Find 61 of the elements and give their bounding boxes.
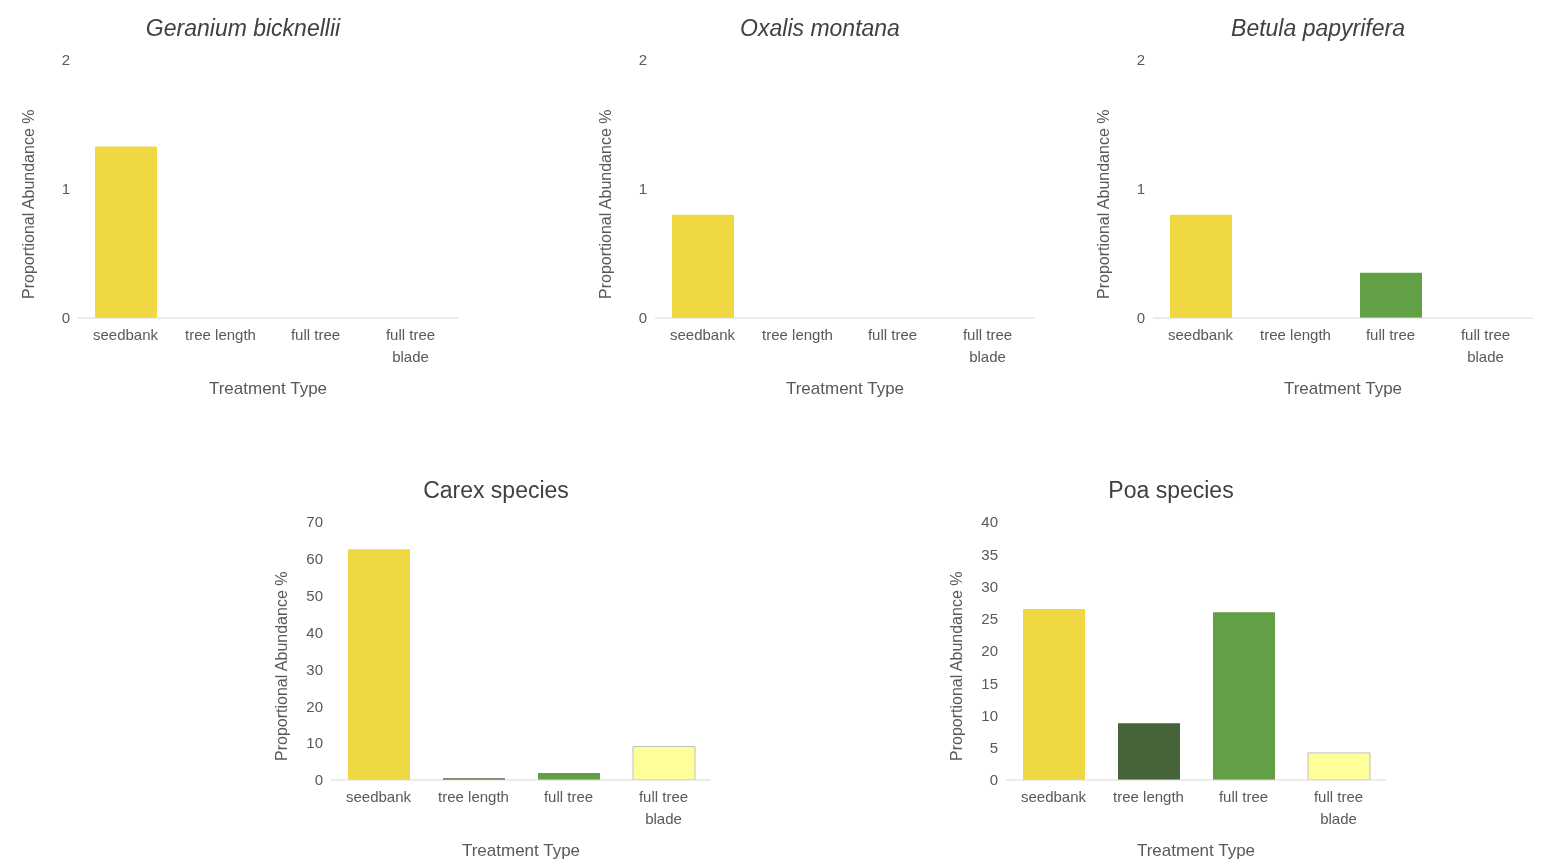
y-tick-label: 0 bbox=[1136, 309, 1145, 327]
y-tick-label: 10 bbox=[306, 734, 323, 752]
x-tick-label: full tree bbox=[1365, 326, 1416, 343]
y-tick-label: 10 bbox=[981, 706, 998, 724]
y-tick-label: 0 bbox=[989, 771, 998, 789]
x-tick-label: seedbank bbox=[1020, 788, 1087, 805]
x-tick-label: seedbank bbox=[345, 788, 412, 805]
y-tick-label: 35 bbox=[981, 545, 998, 563]
chart-title: Carex species bbox=[422, 476, 570, 505]
y-tick-label: 0 bbox=[314, 771, 323, 789]
y-tick-label: 30 bbox=[981, 577, 998, 595]
x-tick-label: full tree bbox=[867, 326, 918, 343]
x-tick-label: full tree blade bbox=[1460, 326, 1511, 365]
y-tick-label: 2 bbox=[1136, 51, 1145, 69]
y-tick-label: 1 bbox=[1136, 180, 1145, 198]
x-tick-label: full tree blade bbox=[385, 326, 436, 365]
y-axis-title: Proportional Abundance % bbox=[596, 109, 614, 299]
x-tick-label: tree length bbox=[1260, 326, 1331, 343]
y-axis-title: Proportional Abundance % bbox=[1094, 109, 1112, 299]
x-tick-label: tree length bbox=[762, 326, 833, 343]
y-tick-label: 1 bbox=[61, 180, 70, 198]
x-tick-label: full tree bbox=[290, 326, 341, 343]
y-tick-label: 0 bbox=[638, 309, 647, 327]
y-tick-label: 0 bbox=[61, 309, 70, 327]
chart-title: Betula papyrifera bbox=[1230, 14, 1406, 43]
x-tick-label: seedbank bbox=[92, 326, 159, 343]
y-tick-label: 25 bbox=[981, 610, 998, 628]
x-tick-label: full tree blade bbox=[638, 788, 689, 827]
x-tick-label: full tree bbox=[1218, 788, 1269, 805]
y-tick-label: 15 bbox=[981, 674, 998, 692]
x-axis-title: Treatment Type bbox=[785, 379, 905, 398]
x-tick-label: full tree blade bbox=[962, 326, 1013, 365]
y-tick-label: 20 bbox=[981, 642, 998, 660]
x-tick-label: full tree blade bbox=[1313, 788, 1364, 827]
x-axis-title: Treatment Type bbox=[461, 841, 581, 860]
y-tick-label: 20 bbox=[306, 697, 323, 715]
x-tick-label: full tree bbox=[543, 788, 594, 805]
x-axis-title: Treatment Type bbox=[1283, 379, 1403, 398]
y-tick-label: 40 bbox=[981, 513, 998, 531]
x-tick-label: tree length bbox=[1113, 788, 1184, 805]
y-axis-title: Proportional Abundance % bbox=[19, 109, 37, 299]
x-tick-label: tree length bbox=[185, 326, 256, 343]
y-tick-label: 5 bbox=[989, 739, 998, 757]
chart-title: Poa species bbox=[1107, 476, 1235, 505]
y-tick-label: 2 bbox=[638, 51, 647, 69]
y-tick-label: 1 bbox=[638, 180, 647, 198]
y-tick-label: 30 bbox=[306, 660, 323, 678]
x-tick-label: tree length bbox=[438, 788, 509, 805]
y-tick-label: 40 bbox=[306, 623, 323, 641]
y-axis-title: Proportional Abundance % bbox=[272, 571, 290, 761]
chart-title: Oxalis montana bbox=[739, 14, 901, 43]
y-tick-label: 70 bbox=[306, 513, 323, 531]
y-tick-label: 2 bbox=[61, 51, 70, 69]
x-tick-label: seedbank bbox=[669, 326, 736, 343]
y-tick-label: 60 bbox=[306, 550, 323, 568]
x-tick-label: seedbank bbox=[1167, 326, 1234, 343]
x-axis-title: Treatment Type bbox=[1136, 841, 1256, 860]
x-axis-title: Treatment Type bbox=[208, 379, 328, 398]
y-axis-title: Proportional Abundance % bbox=[947, 571, 965, 761]
y-tick-label: 50 bbox=[306, 587, 323, 605]
chart-title: Geranium bicknellii bbox=[144, 14, 342, 43]
